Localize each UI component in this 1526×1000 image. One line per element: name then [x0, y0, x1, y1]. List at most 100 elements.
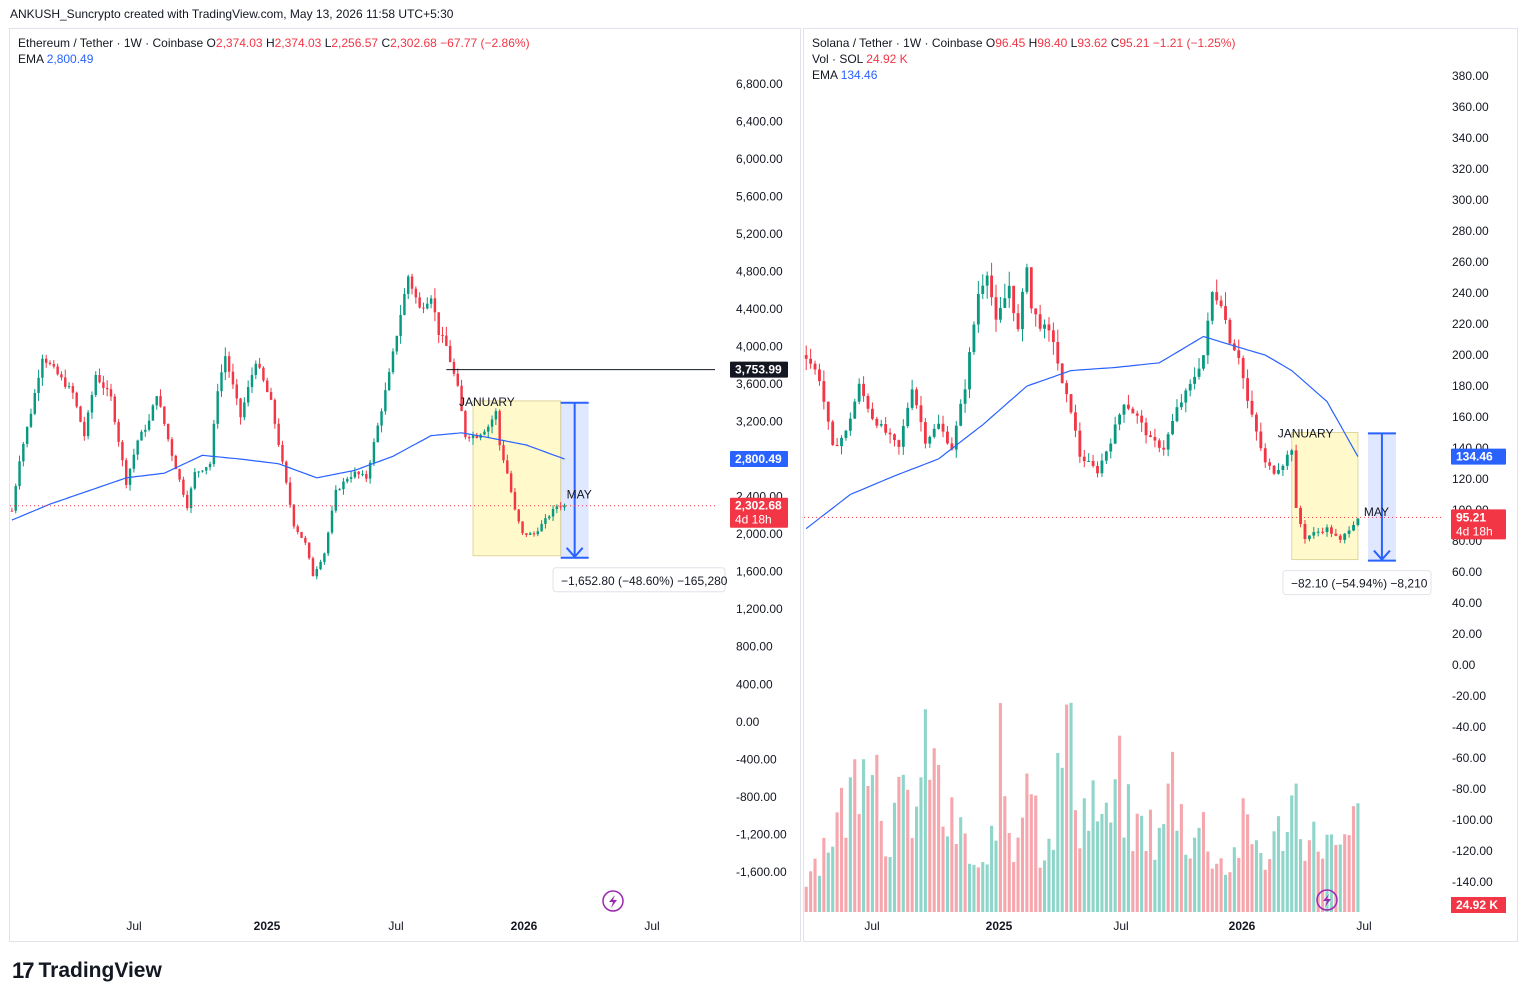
eth-candle: [380, 411, 383, 426]
eth-y-tick-label: -400.00: [736, 752, 777, 766]
eth-y-tick-label: 1,600.00: [736, 565, 783, 579]
sol-candle: [813, 363, 817, 370]
eth-x-tick-label: Jul: [644, 919, 659, 933]
sol-close: 95.21: [1119, 36, 1150, 50]
eth-x-tick-label: 2026: [511, 919, 538, 933]
sol-volume-bar: [1276, 816, 1281, 912]
sol-y-tick-label: -80.00: [1452, 782, 1486, 796]
sol-candle: [994, 297, 998, 320]
sol-y-tick-label: -100.00: [1452, 813, 1493, 827]
eth-candle: [315, 569, 318, 577]
sol-candle: [875, 418, 879, 426]
sol-volume-bar: [972, 864, 976, 912]
sol-candle: [1321, 531, 1325, 533]
eth-candle: [102, 382, 105, 388]
sol-candle: [946, 431, 949, 444]
sol-candle: [1175, 407, 1179, 422]
sol-volume-bar: [1241, 798, 1245, 912]
eth-candle: [60, 374, 63, 378]
sol-y-tick-label: 120.00: [1452, 472, 1489, 486]
eth-level-tag: 3,753.99: [735, 363, 782, 377]
sol-ema-label[interactable]: EMA: [812, 68, 838, 82]
sol-candle: [910, 389, 914, 408]
sol-volume-bar: [963, 833, 967, 912]
sol-y-tick-label: 360.00: [1452, 100, 1489, 114]
sol-volume-bar: [1263, 869, 1267, 912]
sol-volume-bar: [1334, 844, 1338, 912]
eth-candle: [487, 426, 490, 432]
sol-candle: [879, 424, 883, 426]
sol-candle: [840, 437, 843, 447]
tradingview-brand[interactable]: 17 TradingView: [12, 958, 162, 984]
eth-candle: [376, 425, 379, 443]
sol-volume-label[interactable]: Vol · SOL: [812, 52, 863, 66]
sol-candle: [1285, 454, 1289, 466]
sol-candle: [809, 358, 813, 364]
sol-candle: [1215, 292, 1219, 301]
eth-high-label: H: [265, 36, 275, 50]
sol-chart[interactable]: 380.00 360.00 340.00 320.00 300.00 280.00 260.…: [804, 29, 1517, 941]
sol-volume-bar: [1020, 817, 1025, 912]
eth-candle: [330, 510, 334, 533]
sol-volume-bar: [1100, 813, 1104, 912]
sol-volume-bar: [1343, 834, 1347, 912]
sol-volume-bar: [1126, 784, 1130, 912]
eth-candle: [166, 423, 170, 440]
sol-volume-tag-bg: [1451, 897, 1506, 913]
eth-symbol[interactable]: Ethereum / Tether · 1W · Coinbase: [18, 36, 204, 50]
sol-volume-bar: [1179, 804, 1183, 912]
sol-ema-value: 134.46: [840, 68, 878, 82]
sol-volume-bar: [897, 776, 901, 912]
eth-y-tick-label: 0.00: [736, 715, 760, 729]
sol-measure-info-box: [1282, 570, 1432, 596]
eth-candle: [243, 402, 246, 418]
sol-candle: [1047, 324, 1051, 331]
eth-y-tick-label: 400.00: [736, 677, 773, 691]
tradingview-logo-icon: 17: [12, 958, 35, 983]
sol-candle: [1003, 298, 1007, 308]
sol-x-tick-label: 2026: [1229, 919, 1256, 933]
eth-candle: [258, 363, 261, 368]
eth-candle: [368, 462, 372, 479]
eth-candle: [536, 531, 540, 535]
sol-candle: [1224, 306, 1227, 320]
eth-candle: [254, 363, 258, 376]
sol-candle: [1113, 424, 1117, 444]
eth-chart[interactable]: 6,800.00 6,400.00 6,000.00 5,600.00 5,200.00…: [10, 29, 800, 941]
eth-y-tick-label: -1,600.00: [736, 865, 787, 879]
eth-candle: [182, 479, 185, 495]
sol-volume-bar: [1073, 810, 1077, 912]
sol-volume-bar: [826, 852, 830, 912]
eth-y-tick-label: 3,200.00: [736, 415, 783, 429]
sol-price-tag: 95.21: [1456, 510, 1486, 524]
sol-candle: [1065, 383, 1069, 395]
eth-chart-pane[interactable]: 6,800.00 6,400.00 6,000.00 5,600.00 5,200.00…: [9, 28, 801, 942]
sol-volume-bar: [1188, 858, 1192, 912]
eth-ema-label[interactable]: EMA: [18, 52, 44, 66]
sol-candle: [1012, 285, 1016, 314]
eth-candle: [56, 366, 59, 375]
eth-x-tick-label: Jul: [388, 919, 403, 933]
sol-candle: [901, 426, 905, 447]
sol-chart-pane[interactable]: 380.00 360.00 340.00 320.00 300.00 280.00 260.…: [803, 28, 1518, 942]
sol-candle: [1082, 456, 1086, 462]
sol-volume-bar: [901, 774, 905, 912]
sol-volume-bar: [1056, 752, 1060, 912]
sol-volume-bar: [1135, 813, 1139, 912]
sol-y-tick-label: 340.00: [1452, 131, 1489, 145]
sol-symbol[interactable]: Solana / Tether · 1W · Coinbase: [812, 36, 983, 50]
sol-volume-bar: [862, 759, 866, 912]
sol-volume-bar: [804, 886, 808, 912]
eth-x-tick-label: Jul: [126, 919, 141, 933]
sol-candle: [1312, 532, 1316, 536]
eth-open-label: O: [206, 36, 216, 50]
eth-y-tick-label: 4,800.00: [736, 264, 783, 278]
sol-legend: Solana / Tether · 1W · Coinbase O96.45 H…: [812, 35, 1235, 83]
sol-candle: [1193, 376, 1197, 384]
sol-volume-bar: [1223, 874, 1228, 912]
eth-candle: [281, 444, 284, 462]
eth-close: 2,302.68: [390, 36, 437, 50]
eth-candle: [239, 398, 242, 418]
sol-candle: [1157, 440, 1161, 448]
eth-candle: [456, 373, 459, 386]
